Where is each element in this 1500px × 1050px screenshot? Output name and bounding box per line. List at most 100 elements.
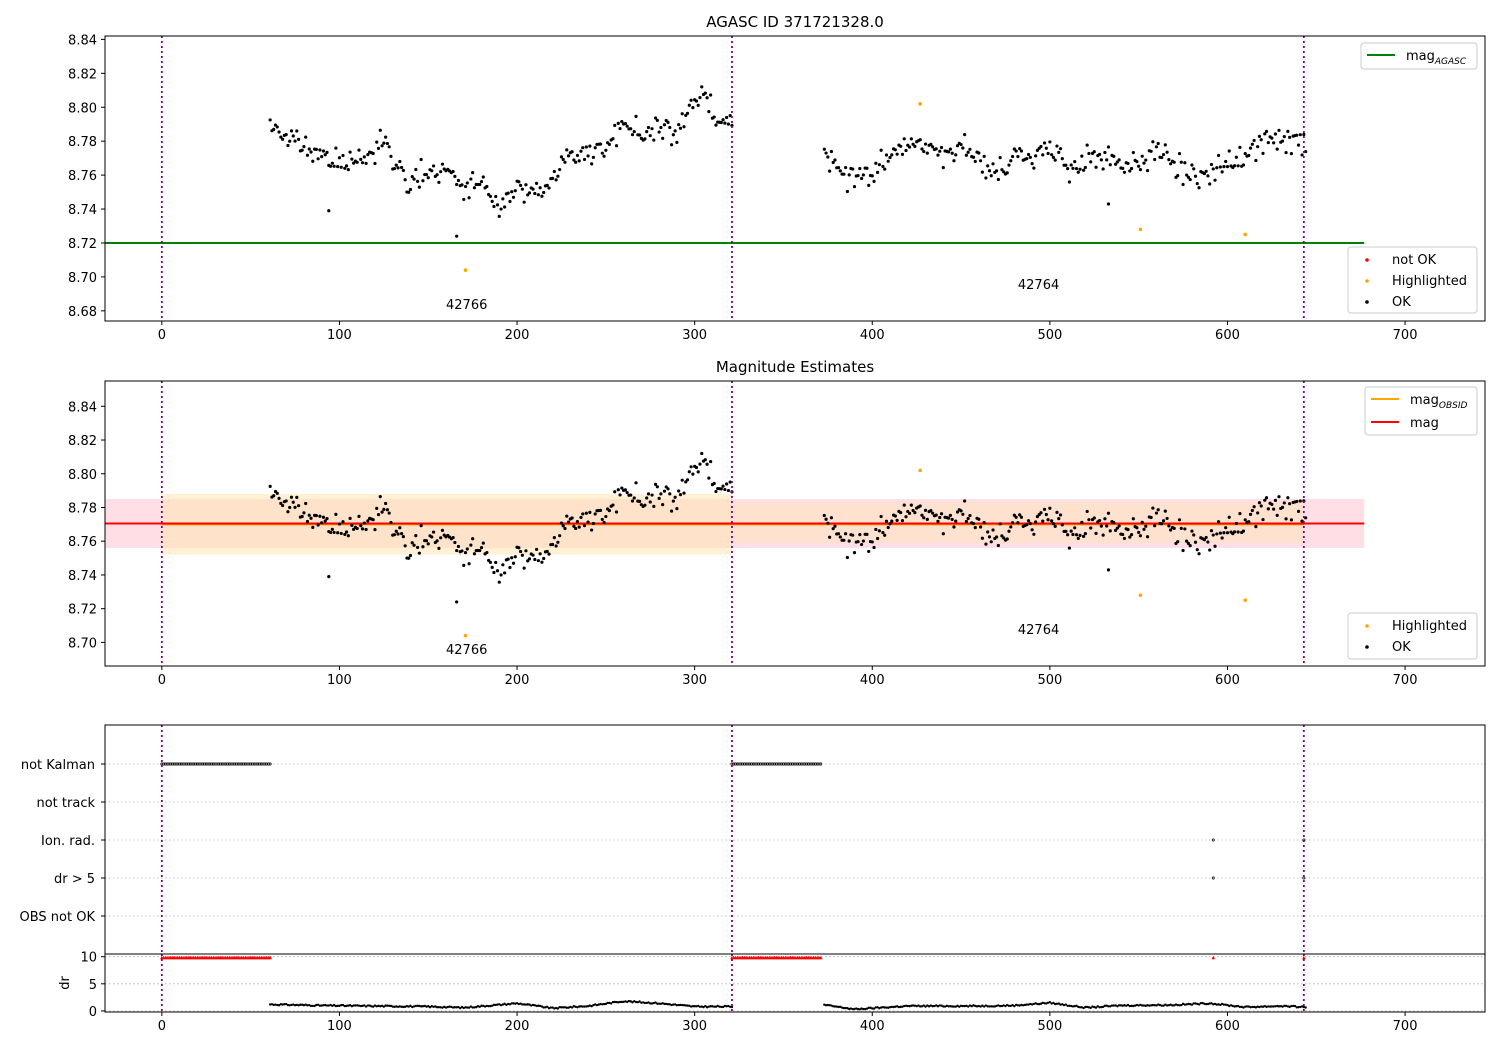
ok-point (1206, 540, 1210, 544)
ok-point (545, 183, 549, 187)
dr-ok-point (1176, 1003, 1179, 1007)
ok-point (1273, 132, 1278, 136)
flag-point (229, 762, 233, 766)
dr-ok-point (1053, 1002, 1057, 1006)
dr-ok-point (892, 1005, 895, 1009)
ok-point (575, 153, 580, 158)
dr-ok-point (611, 1000, 615, 1004)
dr-ok-point (459, 1006, 462, 1010)
dr-ok-point (276, 1003, 279, 1007)
ok-point (883, 533, 887, 537)
ok-point (1270, 502, 1274, 507)
ok-point (1121, 166, 1125, 170)
flag-point (169, 762, 173, 766)
ok-point (366, 153, 370, 157)
ok-point (998, 522, 1002, 526)
ok-point (645, 130, 649, 134)
ok-point (1064, 529, 1068, 533)
ok-point (1215, 532, 1219, 536)
ok-point (1247, 520, 1251, 524)
dr-ok-point (599, 1002, 602, 1006)
ok-point (659, 125, 663, 130)
ok-point (437, 180, 441, 184)
ok-point (678, 493, 683, 497)
ok-point (481, 541, 485, 545)
ok-point (842, 538, 846, 542)
ok-point (902, 137, 906, 141)
ok-point (968, 147, 972, 151)
dr-ok-point (283, 1003, 286, 1006)
ok-point (991, 162, 995, 166)
ok-point (1131, 517, 1135, 521)
ok-point (1252, 505, 1256, 509)
dr-ok-point (1059, 1003, 1062, 1006)
ok-point (479, 546, 484, 550)
ok-point (1250, 508, 1254, 513)
ok-point (584, 145, 588, 149)
dr-ok-point (879, 1006, 883, 1009)
ok-point (1121, 532, 1125, 537)
ok-point (375, 140, 379, 144)
ok-point (682, 491, 686, 495)
ok-point (1007, 163, 1011, 167)
ok-point (925, 517, 929, 521)
ok-point (348, 150, 352, 154)
ok-point (1270, 136, 1274, 140)
ok-point (883, 167, 887, 171)
ok-point (1117, 158, 1121, 162)
ok-point (1206, 174, 1210, 178)
ok-point (424, 539, 429, 543)
flag-point (739, 762, 743, 766)
dr-ok-point (917, 1004, 920, 1007)
ok-point (1089, 526, 1093, 530)
ok-point (1238, 512, 1242, 516)
ok-point (499, 573, 503, 577)
flag-point (750, 762, 753, 766)
ok-point (1264, 496, 1269, 500)
ok-point (575, 520, 580, 524)
ok-point (1238, 145, 1242, 149)
flag-point (796, 762, 800, 766)
p2-xtick-label: 400 (860, 673, 885, 688)
ok-point (552, 169, 556, 174)
ok-point (582, 157, 587, 162)
dr-ok-point (681, 1003, 684, 1007)
ok-point (721, 118, 725, 122)
dr-ok-point (505, 1003, 508, 1007)
ok-point (309, 516, 313, 520)
ok-point (723, 121, 727, 125)
ok-point (934, 513, 938, 517)
ok-point (684, 480, 688, 484)
ok-point (678, 126, 683, 130)
dr-ok-point (293, 1004, 297, 1007)
ok-point (337, 156, 342, 160)
dr-ok-point (359, 1004, 362, 1008)
ok-point (511, 195, 516, 199)
ok-point (1145, 169, 1150, 173)
ok-point (1151, 506, 1155, 510)
ok-point (1082, 534, 1086, 538)
ok-point (401, 535, 405, 539)
ok-point (453, 174, 457, 179)
ok-point (513, 555, 517, 559)
dr-ok-point (1016, 1004, 1020, 1007)
ok-point (1048, 506, 1052, 510)
ok-point (1211, 167, 1215, 171)
dr-ok-point (604, 1002, 608, 1006)
dr-not-ok-point (268, 955, 272, 960)
flag-point (263, 762, 267, 766)
ok-point (561, 157, 565, 162)
ok-point (336, 165, 340, 169)
dr-ok-point (425, 1005, 428, 1008)
ok-point (497, 214, 501, 218)
ok-point (1176, 540, 1180, 544)
ok-point (533, 191, 537, 196)
dr-ok-point (959, 1004, 963, 1007)
ok-point (499, 207, 503, 211)
ok-point (1222, 165, 1226, 169)
ok-point (1025, 156, 1029, 161)
ok-point (598, 508, 603, 512)
ok-point (923, 142, 928, 146)
ok-point (879, 514, 883, 519)
dr-ok-point (340, 1004, 343, 1007)
